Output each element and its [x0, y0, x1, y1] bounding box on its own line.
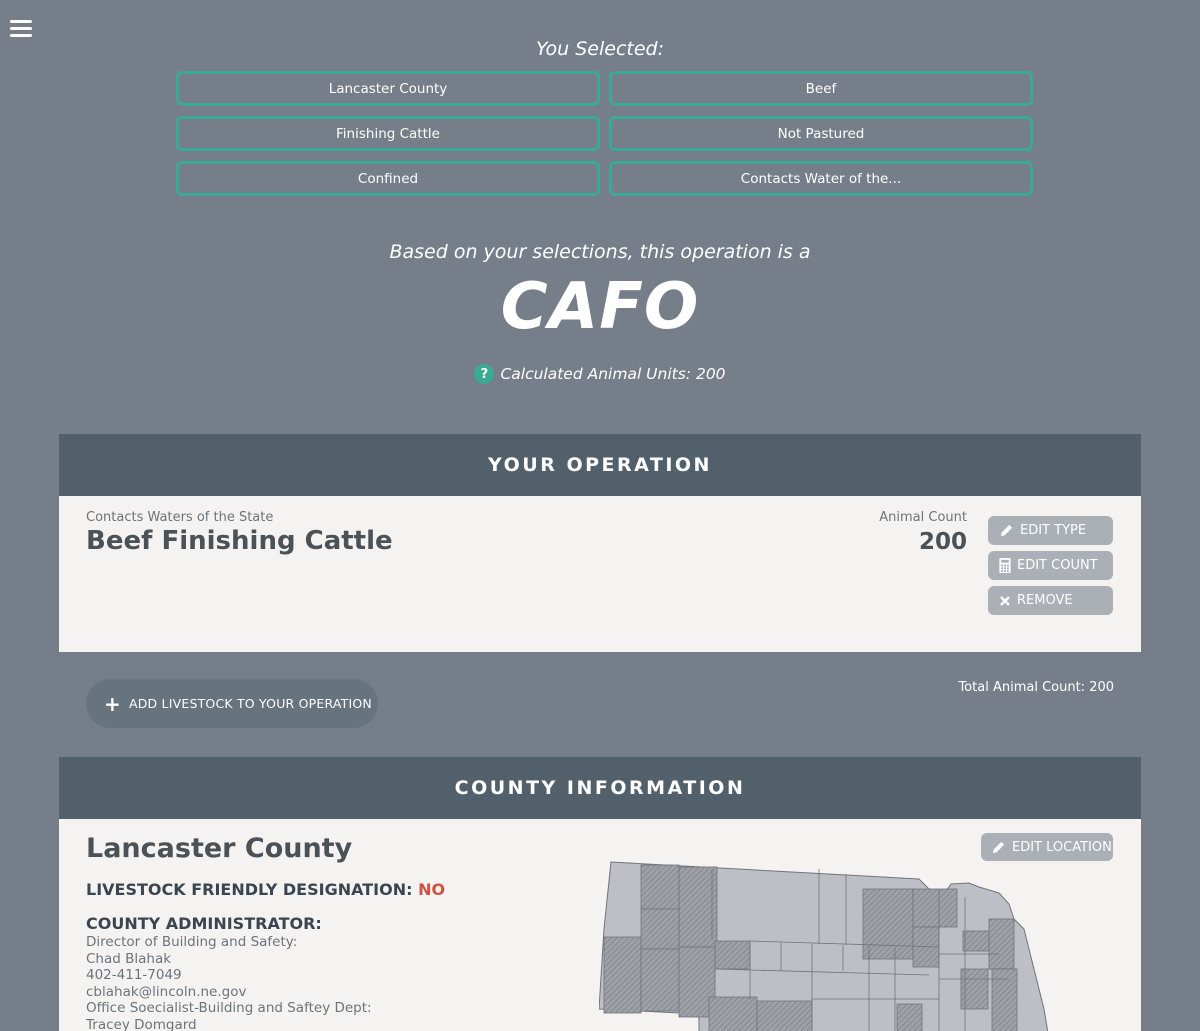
- edit-location-label: EDIT LOCATION: [1012, 839, 1112, 855]
- total-animal-count: Total Animal Count: 200: [958, 680, 1114, 695]
- designation-value: NO: [418, 880, 446, 899]
- hamburger-menu-button[interactable]: [10, 20, 32, 40]
- county-administrator-contacts: Director of Building and Safety: Chad Bl…: [86, 934, 372, 1031]
- operation-item-card: Contacts Waters of the State Beef Finish…: [59, 496, 1141, 652]
- remove-button[interactable]: REMOVE: [988, 586, 1113, 615]
- animal-count-label: Animal Count: [879, 510, 967, 525]
- edit-count-label: EDIT COUNT: [1017, 558, 1098, 573]
- edit-location-button[interactable]: EDIT LOCATION: [981, 833, 1113, 861]
- pencil-icon: [992, 841, 1005, 853]
- animal-units-label: Calculated Animal Units: 200: [500, 365, 726, 383]
- chip-water[interactable]: Contacts Water of the...: [609, 161, 1033, 196]
- animal-units: ? Calculated Animal Units: 200: [0, 364, 1200, 384]
- selection-chips: Lancaster County Beef Finishing Cattle N…: [176, 71, 1033, 196]
- nebraska-county-map[interactable]: [599, 859, 1059, 1031]
- designation-label: LIVESTOCK FRIENDLY DESIGNATION:: [86, 880, 413, 899]
- calculator-icon: [999, 558, 1011, 573]
- county-name: Lancaster County: [86, 833, 353, 864]
- add-livestock-button[interactable]: + ADD LIVESTOCK TO YOUR OPERATION: [86, 679, 378, 728]
- admin-line: Director of Building and Safety:: [86, 934, 298, 950]
- admin-email[interactable]: cblahak@lincoln.ne.gov: [86, 983, 247, 1000]
- admin-line: Office Soecialist-Building and Saftey De…: [86, 1000, 372, 1016]
- edit-type-label: EDIT TYPE: [1020, 523, 1087, 538]
- operation-item-subtitle: Contacts Waters of the State: [86, 510, 274, 525]
- remove-label: REMOVE: [1017, 593, 1073, 608]
- county-administrator-heading: COUNTY ADMINISTRATOR:: [86, 914, 322, 933]
- pencil-icon: [1000, 524, 1013, 537]
- chip-species[interactable]: Beef: [609, 71, 1033, 106]
- close-icon: [1000, 595, 1010, 606]
- county-information-header: COUNTY INFORMATION: [59, 757, 1141, 819]
- help-icon[interactable]: ?: [474, 364, 495, 384]
- result-lead: Based on your selections, this operation…: [389, 241, 811, 263]
- operation-item-title: Beef Finishing Cattle: [86, 526, 393, 556]
- county-card: Lancaster County LIVESTOCK FRIENDLY DESI…: [59, 819, 1141, 1031]
- chip-county[interactable]: Lancaster County: [176, 71, 600, 106]
- selection-title: You Selected:: [536, 38, 664, 60]
- animal-count-value: 200: [918, 529, 967, 555]
- admin-line: Chad Blahak: [86, 950, 172, 967]
- edit-count-button[interactable]: EDIT COUNT: [988, 551, 1113, 580]
- chip-confinement[interactable]: Confined: [176, 161, 600, 196]
- add-livestock-label: ADD LIVESTOCK TO YOUR OPERATION: [128, 696, 372, 711]
- hamburger-icon: [10, 20, 32, 23]
- chip-type[interactable]: Finishing Cattle: [176, 116, 600, 151]
- hamburger-icon-bar: [10, 34, 32, 37]
- admin-phone[interactable]: 402-411-7049: [86, 967, 182, 983]
- plus-icon: +: [104, 691, 121, 716]
- hamburger-icon-bar: [10, 27, 32, 30]
- chip-pasture[interactable]: Not Pastured: [609, 116, 1033, 151]
- livestock-friendly-designation: LIVESTOCK FRIENDLY DESIGNATION: NO: [86, 880, 445, 899]
- admin-line: Tracey Domgard: [86, 1016, 197, 1031]
- classification-result: CAFO: [500, 270, 700, 344]
- edit-type-button[interactable]: EDIT TYPE: [988, 516, 1113, 545]
- your-operation-header: YOUR OPERATION: [59, 434, 1141, 496]
